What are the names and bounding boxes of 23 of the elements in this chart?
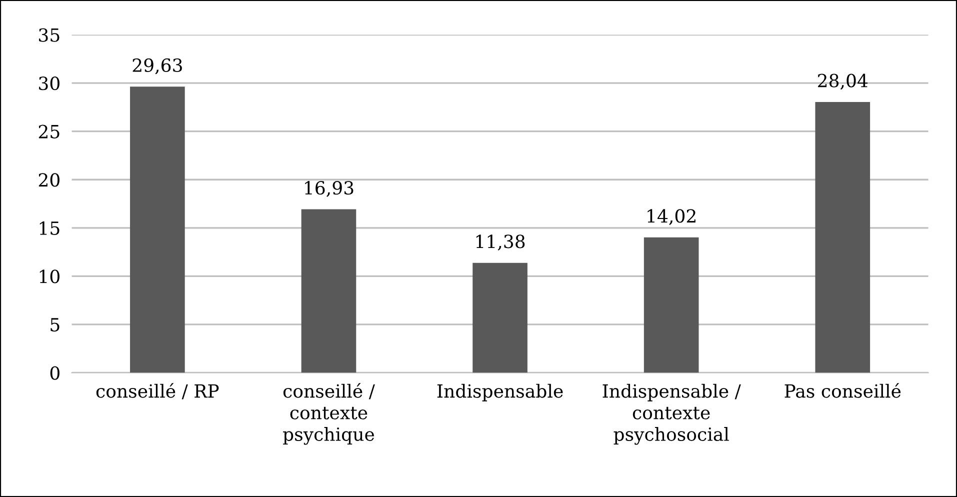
data-label: 14,02 [648, 209, 696, 225]
data-label: 29,63 [132, 58, 182, 74]
y-tick-label: 20 [38, 173, 60, 187]
x-tick-label: Indispensable / contexte psychosocial [602, 384, 741, 445]
data-label: 28,04 [818, 74, 868, 90]
data-label: 11,38 [476, 234, 525, 250]
bar [130, 86, 185, 373]
y-tick-label: 5 [50, 318, 60, 332]
y-tick-label: 30 [39, 76, 60, 90]
y-tick-label: 35 [39, 28, 60, 42]
data-label: 16,93 [305, 181, 354, 197]
bar [815, 102, 870, 373]
x-tick-label: Indispensable [437, 384, 563, 402]
x-tick-label: Pas conseillé [784, 383, 901, 398]
y-tick-label: 0 [50, 366, 60, 380]
y-tick-label: 15 [40, 221, 60, 236]
bar [644, 237, 699, 373]
x-tick-label: conseillé / RP [96, 383, 219, 400]
x-tick-label: conseillé / contexte psychique [283, 383, 375, 445]
y-tick-label: 10 [40, 270, 60, 284]
y-tick-label: 25 [38, 124, 60, 138]
bar [472, 262, 528, 373]
bar [301, 209, 356, 373]
